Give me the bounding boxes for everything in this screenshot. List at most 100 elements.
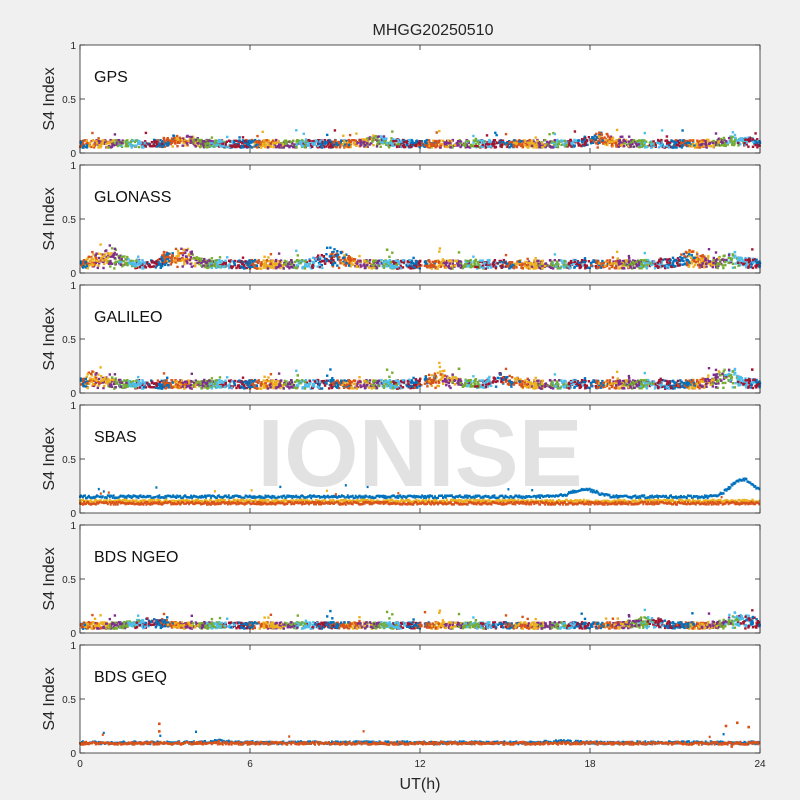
data-point — [185, 249, 189, 252]
data-point — [712, 139, 715, 143]
data-point — [626, 143, 629, 147]
data-point — [459, 260, 462, 263]
data-point — [462, 264, 465, 267]
data-point — [486, 377, 489, 380]
data-point — [117, 254, 120, 258]
data-point — [691, 250, 695, 253]
data-point — [162, 262, 165, 265]
data-point — [249, 145, 252, 148]
data-point — [700, 145, 704, 148]
data-point — [236, 264, 240, 268]
data-point — [708, 260, 711, 263]
data-point — [450, 140, 453, 143]
data-point — [85, 265, 89, 268]
data-point — [192, 135, 195, 138]
data-point — [394, 266, 397, 269]
data-point — [165, 255, 169, 259]
data-point — [440, 143, 443, 146]
data-point — [549, 259, 552, 262]
data-point — [370, 142, 373, 145]
data-point — [581, 264, 584, 267]
data-point — [430, 265, 433, 268]
data-points — [79, 361, 762, 390]
data-point — [651, 142, 654, 146]
data-point — [151, 144, 154, 148]
data-point — [326, 139, 329, 142]
data-point — [292, 145, 295, 149]
data-point — [290, 266, 294, 269]
data-point — [568, 144, 571, 147]
data-point — [189, 141, 192, 144]
data-point — [423, 140, 427, 143]
data-point — [170, 258, 174, 261]
data-point — [391, 251, 394, 254]
data-point — [297, 139, 300, 142]
data-point — [604, 260, 608, 263]
data-point — [591, 260, 594, 264]
data-point — [288, 267, 291, 270]
data-point — [508, 263, 511, 267]
data-point — [754, 144, 757, 147]
data-point — [453, 143, 457, 147]
data-point — [338, 141, 341, 144]
data-point — [435, 143, 439, 146]
data-point — [367, 266, 371, 269]
data-point — [253, 258, 257, 262]
data-point — [263, 255, 266, 258]
data-point — [376, 261, 379, 265]
data-point — [281, 265, 285, 269]
data-point — [677, 143, 680, 147]
data-point — [275, 267, 278, 270]
data-point — [502, 265, 505, 269]
data-point — [353, 143, 356, 146]
data-point — [159, 139, 162, 142]
data-point — [557, 263, 560, 266]
data-point — [700, 264, 703, 267]
data-point — [113, 142, 116, 145]
data-point — [182, 248, 186, 251]
data-point — [84, 260, 87, 264]
data-point — [190, 252, 193, 255]
data-point — [610, 143, 614, 146]
data-point — [205, 261, 208, 265]
data-point — [617, 145, 620, 148]
data-point — [92, 253, 95, 256]
data-point — [569, 139, 573, 142]
data-point — [697, 262, 701, 265]
data-point — [339, 142, 342, 146]
data-point — [671, 256, 675, 259]
data-point — [648, 264, 651, 268]
data-point — [185, 135, 189, 138]
data-point — [395, 264, 399, 267]
data-point — [492, 144, 495, 147]
data-point — [491, 263, 494, 266]
data-point — [359, 142, 362, 145]
data-point — [550, 264, 553, 268]
data-point — [541, 379, 544, 382]
data-point — [177, 252, 180, 255]
data-point — [640, 142, 643, 145]
data-point — [305, 142, 308, 145]
data-point — [544, 138, 547, 142]
data-point — [573, 144, 576, 148]
data-point — [255, 264, 258, 267]
data-point — [428, 260, 431, 263]
data-point — [587, 260, 591, 263]
data-point — [370, 267, 373, 270]
data-point — [513, 142, 517, 145]
data-point — [398, 145, 401, 148]
data-point — [516, 260, 519, 263]
data-point — [263, 266, 266, 269]
data-point — [210, 136, 214, 139]
data-point — [443, 141, 446, 144]
data-point — [643, 262, 646, 265]
data-point — [733, 250, 737, 254]
data-point — [134, 266, 137, 270]
data-point — [467, 264, 471, 267]
data-point — [533, 143, 537, 146]
data-point — [186, 262, 189, 265]
data-point — [380, 258, 383, 262]
data-point — [676, 139, 680, 142]
data-point — [248, 139, 251, 142]
data-point — [251, 260, 254, 263]
